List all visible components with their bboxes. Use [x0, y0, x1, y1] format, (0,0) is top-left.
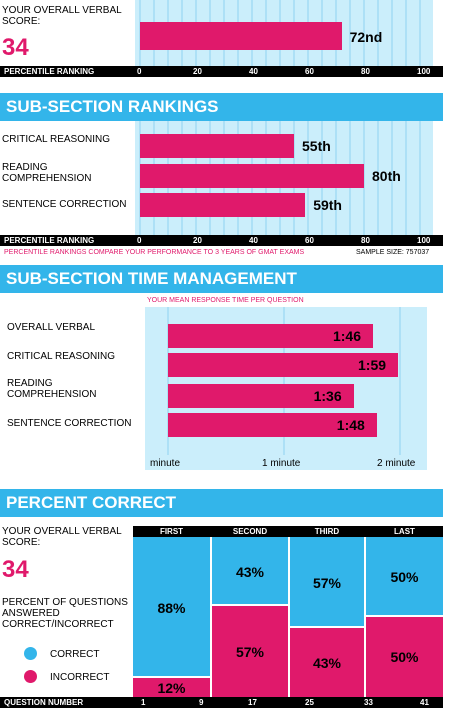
question-axis-label: QUESTION NUMBER	[4, 698, 84, 707]
correct-block	[366, 537, 443, 615]
question-number-axis: QUESTION NUMBER 1 9 17 25 33 41	[0, 697, 443, 708]
axis-tick: 80	[361, 236, 370, 245]
incorrect-block	[366, 617, 443, 697]
axis-tick: 20	[193, 236, 202, 245]
axis-tick: 80	[361, 67, 370, 76]
ranking-bar	[140, 164, 364, 188]
ranking-bar-label: 59th	[313, 197, 342, 213]
incorrect-block	[290, 628, 364, 697]
time-bar	[168, 324, 373, 348]
time-bar	[168, 353, 399, 377]
incorrect-percent-label: 43%	[312, 654, 342, 671]
incorrect-percent-label: 12%	[157, 679, 186, 696]
percentile-note: PERCENTILE RANKINGS COMPARE YOUR PERFORM…	[4, 249, 305, 256]
axis-tick: 40	[249, 236, 258, 245]
incorrect-percent-label: 57%	[235, 643, 265, 660]
correct-percent-label: 88%	[157, 599, 186, 616]
correct-percent-label: 57%	[312, 574, 342, 591]
question-tick: 41	[420, 698, 429, 707]
correct-block	[290, 537, 364, 626]
time-bar-label: 1:48	[336, 417, 365, 433]
time-bar	[168, 413, 377, 437]
axis-tick: 20	[193, 67, 202, 76]
axis-tick: 40	[249, 67, 258, 76]
subsection-rankings-title: SUB-SECTION RANKINGS	[0, 93, 443, 121]
ranking-bar-label: 55th	[302, 138, 331, 154]
axis-tick: 0	[137, 236, 142, 245]
time-tick: 1 minute	[262, 458, 301, 469]
ranking-bar-label: 80th	[372, 168, 401, 184]
time-row-label: CRITICAL REASONING	[7, 351, 115, 362]
axis-tick: 60	[305, 236, 314, 245]
time-subtitle: YOUR MEAN RESPONSE TIME PER QUESTION	[147, 297, 304, 304]
percent-desc: PERCENT OF QUESTIONS ANSWERED CORRECT/IN…	[2, 597, 128, 630]
sample-size: SAMPLE SIZE: 757037	[356, 249, 430, 256]
legend-incorrect-label: INCORRECT	[50, 672, 110, 683]
overall-bar	[140, 22, 342, 50]
time-management-title: SUB-SECTION TIME MANAGEMENT	[0, 265, 443, 293]
percent-score-value: 34	[2, 556, 29, 583]
percentile-axis-label: PERCENTILE RANKING	[4, 236, 95, 245]
time-bar	[168, 384, 354, 408]
correct-percent-label: 43%	[235, 563, 265, 580]
legend-correct-dot	[24, 647, 37, 660]
correct-block	[133, 537, 210, 676]
percent-correct-title: PERCENT CORRECT	[0, 489, 443, 517]
ranking-bar	[140, 193, 306, 217]
question-tick: 33	[364, 698, 373, 707]
correct-block	[212, 537, 288, 604]
time-tick: 2 minute	[377, 458, 416, 469]
overall-bar-label: 72nd	[349, 29, 383, 45]
incorrect-percent-label: 50%	[390, 649, 419, 665]
question-tick: 25	[305, 698, 314, 707]
ranking-row-label: READING COMPREHENSION	[2, 162, 92, 184]
mosaic-header	[133, 526, 443, 537]
percentile-axis-label: PERCENTILE RANKING	[4, 67, 95, 76]
axis-tick: 60	[305, 67, 314, 76]
axis-tick: 100	[417, 236, 431, 245]
ranking-row-label: CRITICAL REASONING	[2, 134, 110, 145]
mosaic-column-header: LAST	[394, 527, 415, 536]
overall-score-value: 34	[2, 34, 29, 61]
mosaic-column-header: THIRD	[314, 527, 340, 536]
time-bar-label: 1:36	[313, 388, 342, 404]
time-tick: minute	[150, 458, 181, 469]
time-row-label: SENTENCE CORRECTION	[7, 418, 132, 429]
axis-tick: 0	[137, 67, 142, 76]
legend-correct-label: CORRECT	[50, 649, 100, 660]
incorrect-block	[212, 606, 288, 697]
axis-tick: 100	[417, 67, 431, 76]
time-row-label: OVERALL VERBAL	[7, 322, 96, 333]
question-tick: 17	[248, 698, 257, 707]
question-tick: 9	[199, 698, 204, 707]
percentile-axis-1: PERCENTILE RANKING 0 20 40 60 80 100	[0, 66, 443, 77]
mosaic-column-header: FIRST	[159, 527, 184, 536]
percent-score-label: YOUR OVERALL VERBAL SCORE:	[2, 526, 122, 548]
ranking-bar	[140, 134, 294, 158]
time-bar-label: 1:46	[332, 328, 361, 344]
mosaic-column-header: SECOND	[232, 527, 268, 536]
percentile-axis-2: PERCENTILE RANKING 0 20 40 60 80 100	[0, 235, 443, 246]
legend-incorrect-dot	[24, 670, 37, 683]
ranking-row-label: SENTENCE CORRECTION	[2, 199, 127, 210]
time-row-label: READING COMPREHENSION	[7, 378, 97, 400]
time-bar-label: 1:59	[358, 357, 387, 373]
incorrect-block	[133, 678, 210, 697]
correct-percent-label: 50%	[390, 569, 419, 585]
overall-score-label: YOUR OVERALL VERBAL SCORE:	[2, 5, 122, 27]
question-tick: 1	[141, 698, 146, 707]
